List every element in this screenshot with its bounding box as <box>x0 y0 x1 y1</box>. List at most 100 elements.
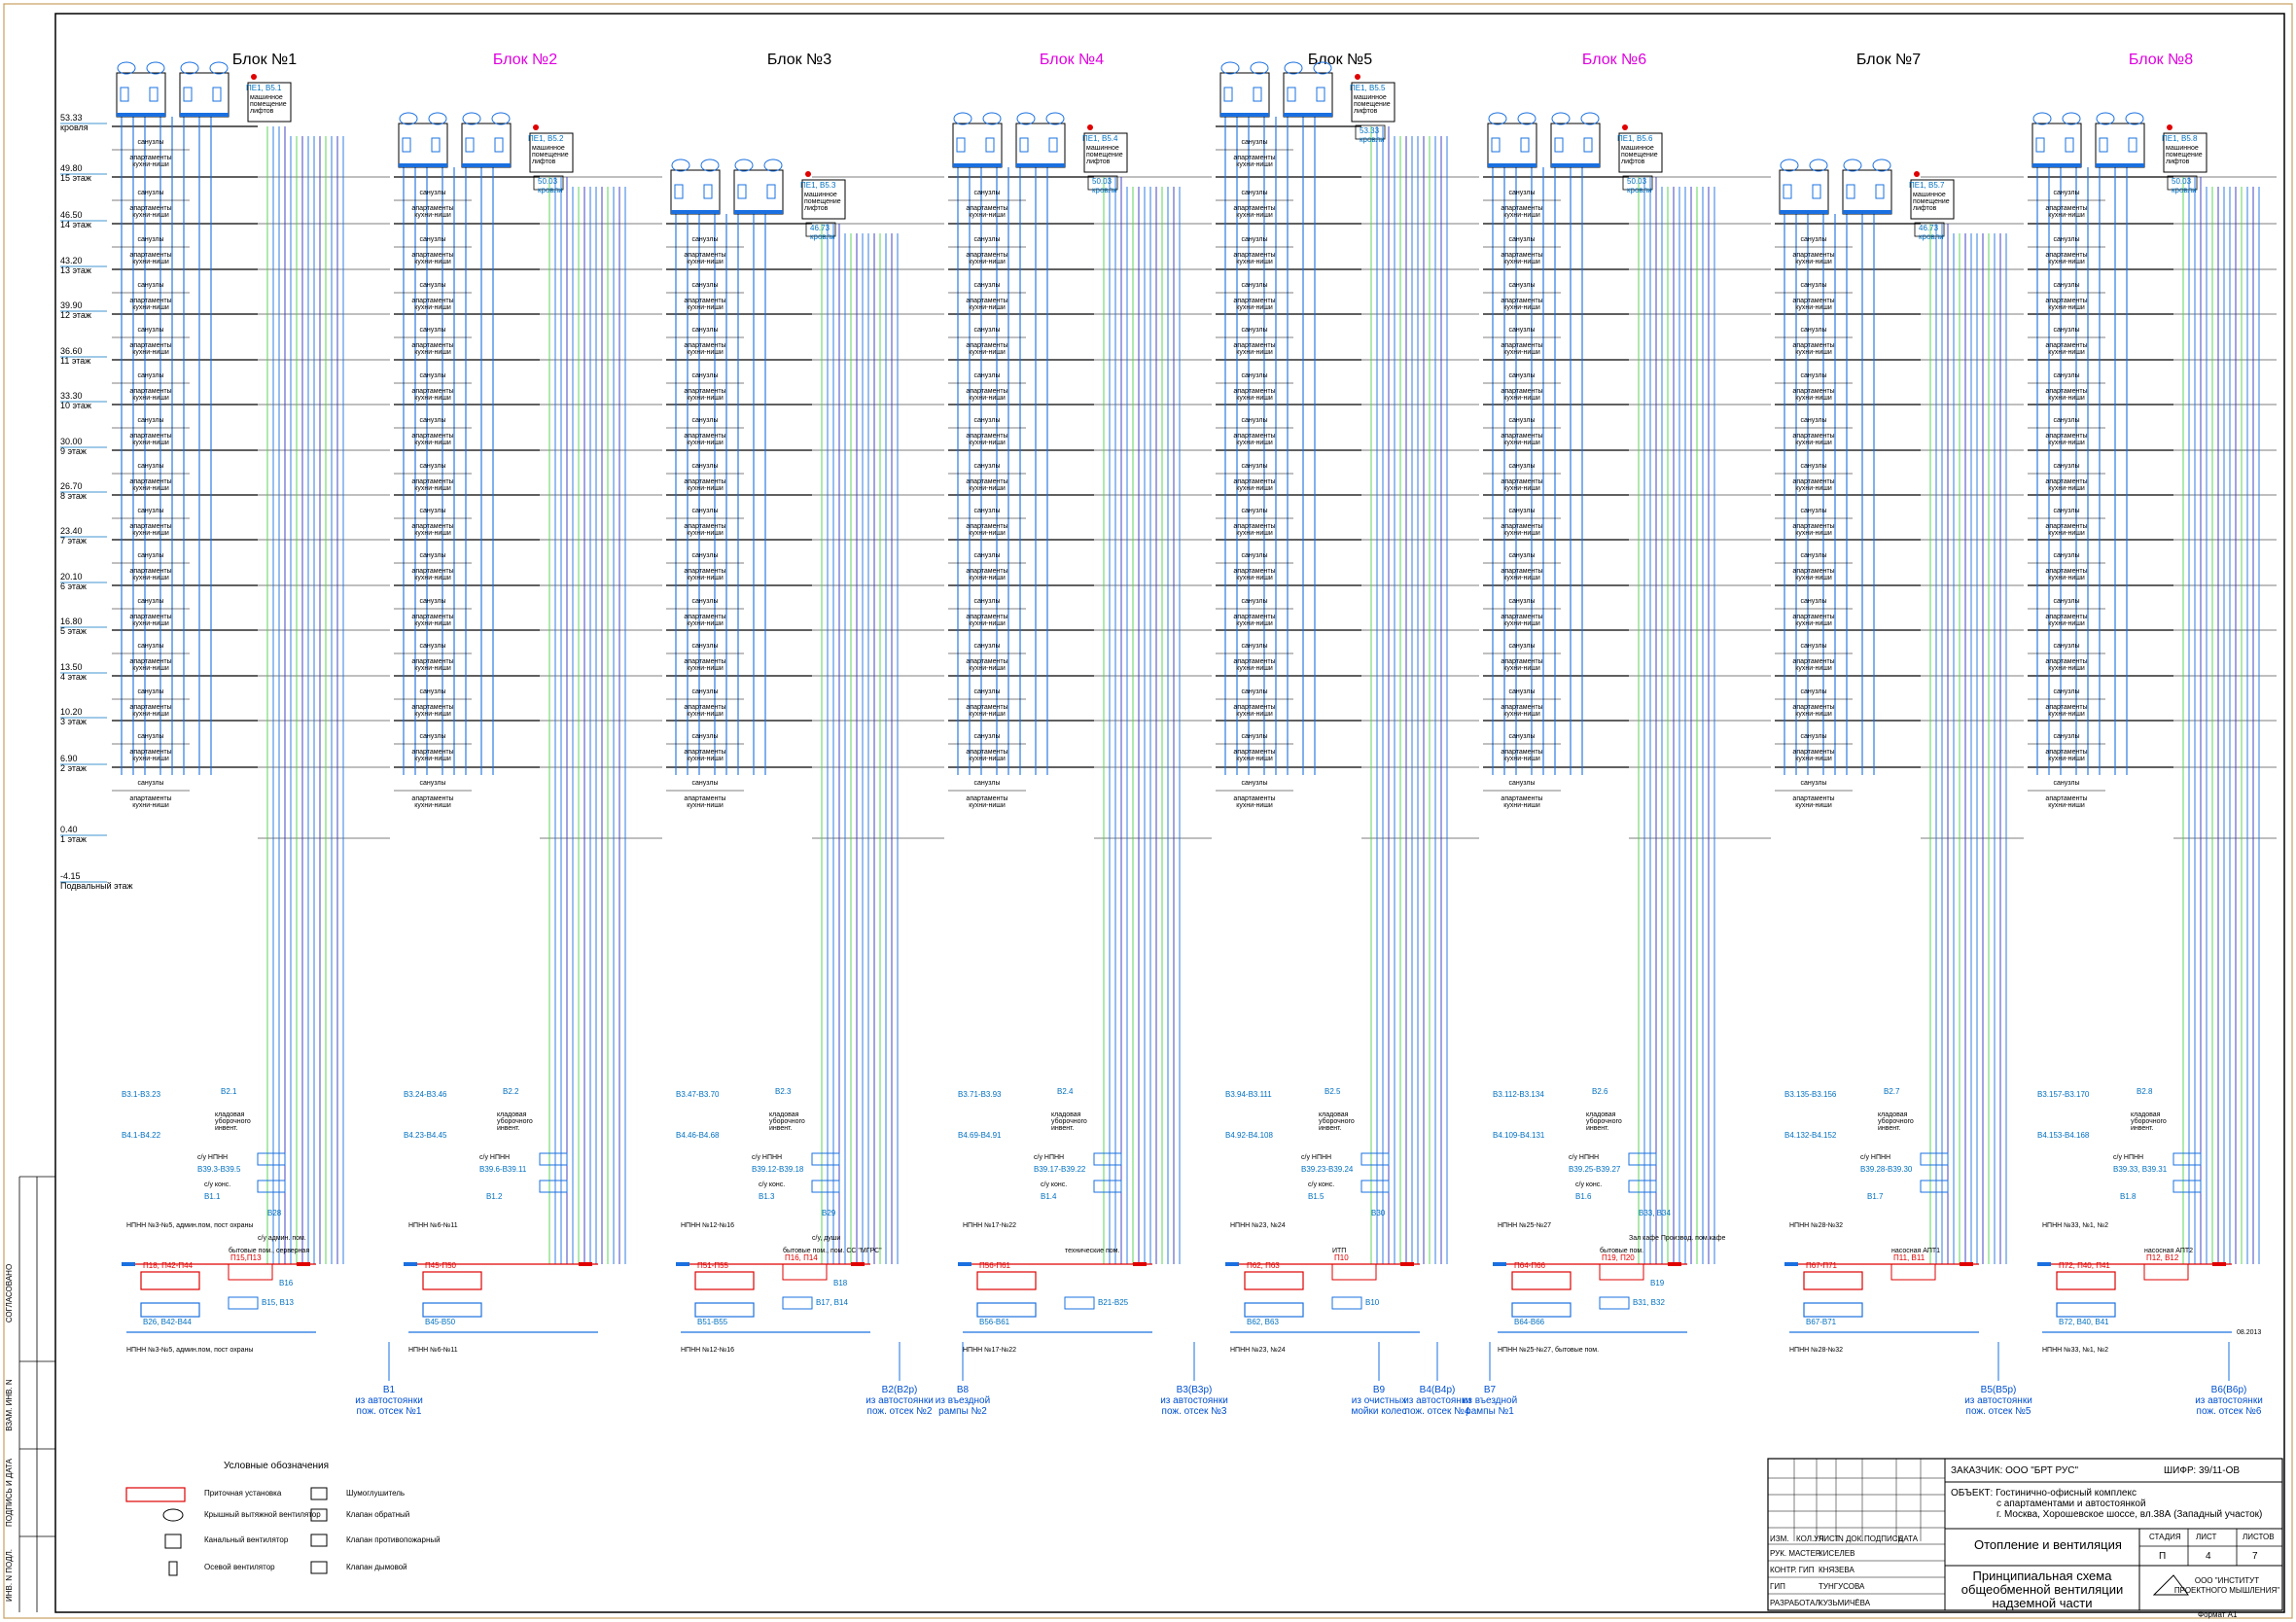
riser-tag: В1.1 <box>204 1192 221 1201</box>
legend-item: Канальный вентилятор <box>164 1534 289 1549</box>
room-sanuzly: санузлы <box>691 282 718 289</box>
room-kitchenettes: кухни-ниши <box>1795 530 1832 537</box>
duct-fan-icon <box>1360 1152 1390 1166</box>
outlet-source: из въездной <box>936 1395 990 1406</box>
side-stamp: ПОДПИСЬ И ДАТА <box>5 1458 14 1527</box>
supply-unit-icon <box>1331 1263 1377 1281</box>
exhaust-unit-tag: В10 <box>1365 1298 1380 1307</box>
silencer-icon <box>431 137 441 153</box>
level-elevation: 23.40 <box>60 526 83 536</box>
room-kitchenettes: кухни-ниши <box>132 665 169 672</box>
level-elevation: -4.15 <box>60 871 81 881</box>
duct-header <box>1960 1262 1973 1266</box>
exhaust-unit-tag: В21-В25 <box>1098 1298 1129 1307</box>
room-sanuzly: санузлы <box>691 598 718 605</box>
duct-fan-icon <box>140 1302 200 1318</box>
room-sanuzly: санузлы <box>2053 688 2079 695</box>
room-sanuzly: санузлы <box>973 236 1000 243</box>
block-title: Блок №6 <box>1582 52 1646 68</box>
outlet-zone: пож. отсек №4 <box>1405 1406 1470 1417</box>
room-apartments: апартаменты <box>966 614 1007 620</box>
exhaust-unit-tag: В64-В66 <box>1514 1318 1545 1326</box>
room-label: насосная АПТ1 <box>1891 1248 1940 1254</box>
basement-npnn-label: НПНН №17-№22 <box>963 1347 1016 1354</box>
legend-item: Крышный вытяжной вентилятор <box>162 1508 321 1522</box>
duct-fan-icon <box>539 1152 568 1166</box>
silencer-icon <box>494 137 504 153</box>
room-label: с/у админ. пом. <box>258 1235 306 1242</box>
room-kitchenettes: кухни-ниши <box>1236 440 1273 446</box>
riser-tag: В39.33, В39.31 <box>2113 1165 2168 1174</box>
silencer-icon <box>737 184 747 199</box>
room-sanuzly: санузлы <box>691 643 718 650</box>
duct-fan-icon <box>1093 1180 1122 1193</box>
room-apartments: апартаменты <box>1792 568 1834 575</box>
silencer-icon <box>2099 137 2108 153</box>
smoke-damper-icon <box>1622 124 1628 130</box>
room-apartments: апартаменты <box>684 478 725 485</box>
duct-header <box>958 1262 971 1266</box>
legend-text: Клапан обратный <box>346 1510 409 1519</box>
room-kitchenettes: кухни-ниши <box>1795 349 1832 356</box>
supply-unit-tag: П15,П13 <box>230 1253 262 1262</box>
room-sanuzly: санузлы <box>137 417 163 424</box>
roof-header-duct <box>1220 113 1269 117</box>
storage-label: кладовая <box>1878 1111 1908 1118</box>
room-apartments: апартаменты <box>684 252 725 259</box>
room-sanuzly: санузлы <box>2053 417 2079 424</box>
outlet-source: из автостоянки <box>865 1395 934 1406</box>
room-sanuzly: санузлы <box>1508 327 1535 334</box>
block-title: Блок №7 <box>1856 52 1921 68</box>
machine-room-box <box>1618 132 1663 173</box>
room-kitchenettes: кухни-ниши <box>1795 304 1832 311</box>
roof-fan-icon <box>491 112 511 125</box>
room-sanuzly: санузлы <box>2053 598 2079 605</box>
room-apartments: апартаменты <box>684 433 725 440</box>
storage-label: кладовая <box>769 1111 799 1118</box>
level-elevation: 39.90 <box>60 300 83 310</box>
room-apartments: апартаменты <box>1233 704 1275 711</box>
room-sanuzly: санузлы <box>137 688 163 695</box>
room-kitchenettes: кухни-ниши <box>132 575 169 582</box>
storage-label: уборочного <box>1319 1117 1355 1125</box>
roof-fan-icon <box>763 159 783 172</box>
room-sanuzly: санузлы <box>691 688 718 695</box>
room-sanuzly: санузлы <box>2053 463 2079 470</box>
npnn-label: НПНН №3-№5, админ.пом, пост охраны <box>126 1222 253 1229</box>
machine-room-box <box>801 179 846 220</box>
legend: Условные обозначения Приточная установка Ш… <box>125 1460 441 1576</box>
roof-fan-icon <box>2125 112 2144 125</box>
room-apartments: апартаменты <box>129 155 171 161</box>
room-kitchenettes: кухни-ниши <box>132 440 169 446</box>
room-apartments: апартаменты <box>1792 704 1834 711</box>
roof-header-duct <box>117 113 165 117</box>
stage-header: СТАДИЯ <box>2149 1533 2181 1541</box>
room-kitchenettes: кухни-ниши <box>969 620 1006 627</box>
level-elevation: 26.70 <box>60 481 83 491</box>
room-kitchenettes: кухни-ниши <box>1503 440 1540 446</box>
room-kitchenettes: кухни-ниши <box>1795 259 1832 265</box>
room-kitchenettes: кухни-ниши <box>2048 575 2085 582</box>
stage-value: П <box>2159 1551 2166 1562</box>
roof-header-duct <box>2032 163 2081 167</box>
room-apartments: апартаменты <box>966 342 1007 349</box>
riser-tag: с/у конс. <box>1575 1181 1602 1188</box>
riser-tag: В28 <box>267 1209 282 1217</box>
room-sanuzly: санузлы <box>1800 463 1826 470</box>
legend-text: Канальный вентилятор <box>204 1535 289 1544</box>
storage-label: инвент. <box>769 1125 793 1132</box>
machine-room-label: машинное <box>1086 145 1119 152</box>
duct-header <box>579 1262 592 1266</box>
room-apartments: апартаменты <box>1501 433 1542 440</box>
silencer-icon <box>674 184 684 199</box>
level-elevation: 13.50 <box>60 662 83 672</box>
exhaust-unit-tag: В17, В14 <box>816 1298 848 1307</box>
duct-fan-icon <box>1920 1180 1949 1193</box>
room-apartments: апартаменты <box>2045 523 2087 530</box>
room-kitchenettes: кухни-ниши <box>1236 259 1273 265</box>
drawing-title: Принципиальная схема <box>1973 1569 2113 1583</box>
riser-tag: В2.8 <box>2137 1087 2153 1096</box>
room-kitchenettes: кухни-ниши <box>414 259 451 265</box>
room-sanuzly: санузлы <box>1800 282 1826 289</box>
room-apartments: апартаменты <box>1792 433 1834 440</box>
